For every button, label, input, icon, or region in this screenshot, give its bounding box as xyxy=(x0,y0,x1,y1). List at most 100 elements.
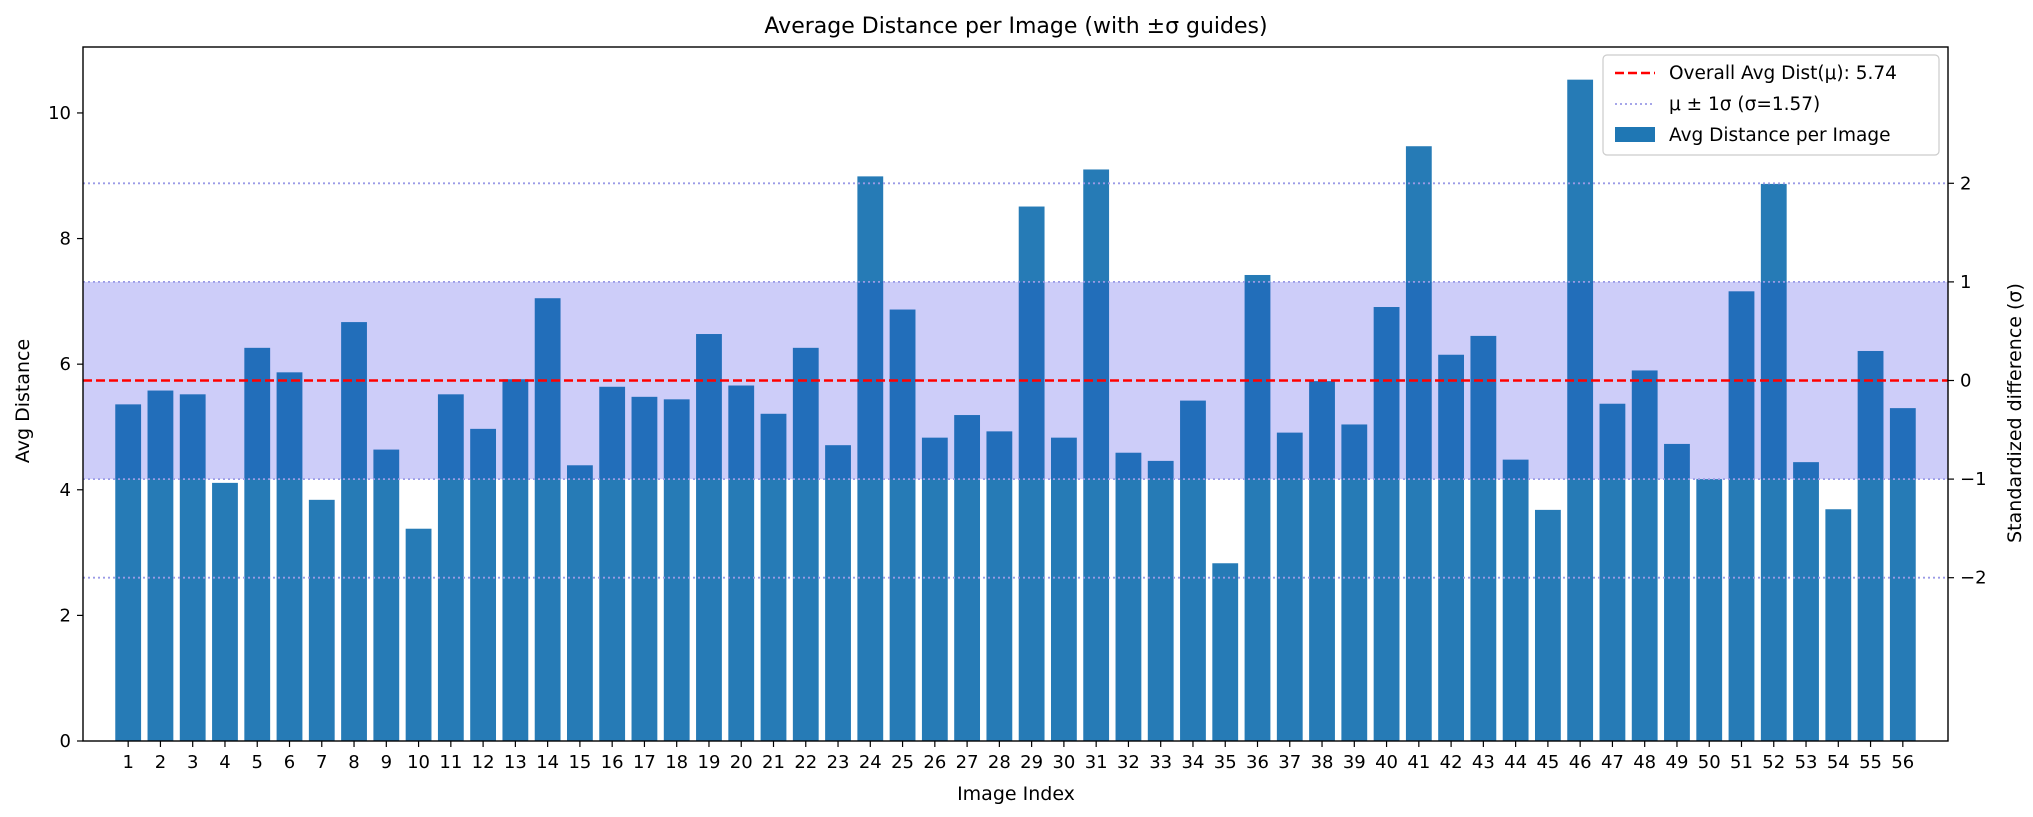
x-tick-label: 38 xyxy=(1311,752,1334,773)
bar xyxy=(179,394,206,741)
bar xyxy=(1664,443,1690,741)
bar xyxy=(631,396,658,741)
legend-label: Avg Distance per Image xyxy=(1669,125,1890,146)
bar xyxy=(1857,350,1884,741)
y-tick-label: 4 xyxy=(60,480,71,501)
bar xyxy=(921,437,948,741)
x-tick-label: 33 xyxy=(1149,752,1172,773)
chart-title: Average Distance per Image (with ±σ guid… xyxy=(764,14,1267,39)
y2-tick-label: −2 xyxy=(1960,568,1987,589)
y-tick-label: 10 xyxy=(48,103,71,124)
x-tick-label: 32 xyxy=(1117,752,1140,773)
y2-axis-label: Standardized difference (σ) xyxy=(2004,283,2026,543)
bar xyxy=(1438,354,1465,741)
x-tick-label: 34 xyxy=(1182,752,1205,773)
bar xyxy=(599,386,626,741)
bar xyxy=(1083,169,1110,741)
bar xyxy=(1534,509,1561,741)
bar xyxy=(1760,183,1787,741)
legend-swatch-bar xyxy=(1615,127,1655,142)
bar xyxy=(1050,437,1077,741)
x-tick-label: 3 xyxy=(187,752,198,773)
x-tick-label: 22 xyxy=(794,752,817,773)
bar xyxy=(986,431,1013,741)
x-tick-label: 30 xyxy=(1052,752,1075,773)
bar xyxy=(1825,509,1852,741)
bar xyxy=(792,347,819,741)
bar xyxy=(276,372,303,741)
bar xyxy=(696,334,722,741)
x-tick-label: 54 xyxy=(1827,752,1850,773)
y2-tick-label: 0 xyxy=(1960,370,1971,391)
x-tick-label: 23 xyxy=(827,752,850,773)
x-tick-label: 16 xyxy=(601,752,624,773)
x-tick-label: 36 xyxy=(1246,752,1269,773)
x-tick-label: 12 xyxy=(472,752,495,773)
bar xyxy=(1631,370,1658,741)
x-tick-label: 15 xyxy=(568,752,591,773)
bar xyxy=(502,379,529,741)
bar xyxy=(566,465,593,741)
x-tick-label: 9 xyxy=(381,752,392,773)
bar xyxy=(244,347,271,741)
x-tick-label: 29 xyxy=(1020,752,1043,773)
bar xyxy=(1599,403,1626,741)
x-tick-label: 25 xyxy=(891,752,914,773)
x-tick-label: 46 xyxy=(1569,752,1592,773)
bar xyxy=(1341,424,1368,741)
bar xyxy=(470,428,497,741)
x-tick-label: 1 xyxy=(122,752,133,773)
y2-tick-label: 1 xyxy=(1960,272,1971,293)
bar xyxy=(1567,79,1594,742)
axes xyxy=(82,46,1949,742)
x-tick-label: 52 xyxy=(1762,752,1785,773)
x-tick-label: 2 xyxy=(155,752,166,773)
bar xyxy=(1502,459,1529,741)
x-tick-label: 40 xyxy=(1375,752,1398,773)
x-tick-label: 17 xyxy=(633,752,656,773)
x-tick-label: 10 xyxy=(407,752,430,773)
x-tick-label: 31 xyxy=(1085,752,1108,773)
x-tick-label: 8 xyxy=(348,752,359,773)
x-tick-label: 47 xyxy=(1601,752,1624,773)
y-axis-label: Avg Distance xyxy=(12,339,34,463)
bar xyxy=(534,298,561,741)
bar xyxy=(1405,146,1432,742)
x-tick-label: 21 xyxy=(762,752,785,773)
x-tick-label: 24 xyxy=(859,752,882,773)
x-axis-ticks: 1 2 3 4 5 6 7 8 9 10 11 12 13 14 15 16 17 18 19 20 21 22 23 24 2… xyxy=(122,741,1914,773)
bar xyxy=(373,449,400,741)
x-tick-label: 53 xyxy=(1795,752,1818,773)
x-tick-label: 26 xyxy=(923,752,946,773)
x-tick-label: 43 xyxy=(1472,752,1495,773)
x-tick-label: 27 xyxy=(956,752,979,773)
y-tick-label: 0 xyxy=(60,731,71,752)
x-tick-label: 42 xyxy=(1440,752,1463,773)
legend-box xyxy=(1602,54,1940,156)
y-tick-label: 8 xyxy=(60,229,71,250)
x-tick-label: 37 xyxy=(1278,752,1301,773)
x-tick-label: 56 xyxy=(1891,752,1914,773)
x-tick-label: 49 xyxy=(1666,752,1689,773)
bar xyxy=(857,176,884,742)
legend: Overall Avg Dist(μ): 5.74 μ ± 1σ (σ=1.57)… xyxy=(1602,54,1940,156)
bar xyxy=(1696,479,1723,741)
bar xyxy=(437,394,464,741)
bar xyxy=(405,528,432,741)
y-tick-label: 6 xyxy=(60,354,71,375)
x-axis-label: Image Index xyxy=(957,783,1075,805)
bar xyxy=(1147,460,1174,741)
bar xyxy=(663,399,690,741)
bar xyxy=(1212,563,1239,741)
y2-tick-label: −1 xyxy=(1960,469,1987,490)
x-tick-label: 6 xyxy=(284,752,295,773)
bar xyxy=(1018,206,1045,742)
legend-label: μ ± 1σ (σ=1.57) xyxy=(1669,94,1820,115)
bar xyxy=(1728,291,1755,741)
bar xyxy=(1180,400,1206,741)
y-axis-ticks: 0 2 4 6 8 10 xyxy=(48,103,83,752)
bar xyxy=(1470,335,1497,741)
x-tick-label: 55 xyxy=(1859,752,1882,773)
x-tick-label: 44 xyxy=(1504,752,1527,773)
y2-axis-ticks: −2 −1 0 1 2 xyxy=(1948,173,1987,589)
